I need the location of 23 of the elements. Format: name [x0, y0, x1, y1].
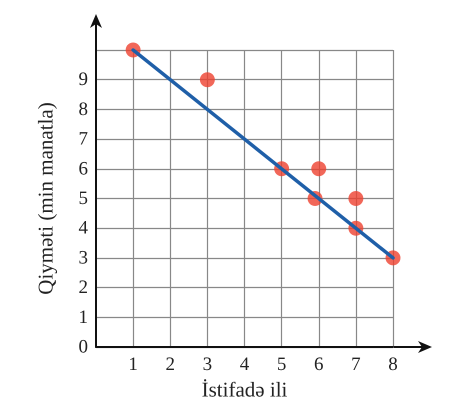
- point: [200, 72, 215, 88]
- y-tick-label: 1: [78, 306, 88, 328]
- x-tick-label: 1: [128, 354, 138, 375]
- y-tick-label: 5: [78, 188, 88, 209]
- point: [311, 161, 326, 176]
- x-tick-label: 7: [351, 354, 361, 375]
- x-axis-title: İstifadə ili: [202, 377, 288, 402]
- y-tick-label: 7: [78, 128, 88, 150]
- x-tick-label: 2: [166, 354, 175, 375]
- point: [348, 191, 364, 206]
- y-tick-label: 4: [78, 218, 88, 239]
- x-tick-label: 5: [276, 354, 286, 375]
- y-tick-label: 3: [78, 247, 88, 268]
- x-tick-label: 6: [314, 354, 324, 375]
- y-tick-label: 9: [78, 69, 88, 90]
- x-tick-label: 3: [202, 354, 212, 375]
- y-tick-label: 0: [78, 336, 88, 358]
- y-tick-label: 2: [78, 277, 88, 298]
- y-axis-title: Qiyməti (min manatla): [34, 102, 58, 295]
- x-tick-label: 4: [240, 354, 250, 375]
- x-tick-label: 8: [388, 354, 398, 375]
- y-tick-label: 6: [78, 158, 88, 180]
- y-tick-label: 8: [78, 98, 88, 120]
